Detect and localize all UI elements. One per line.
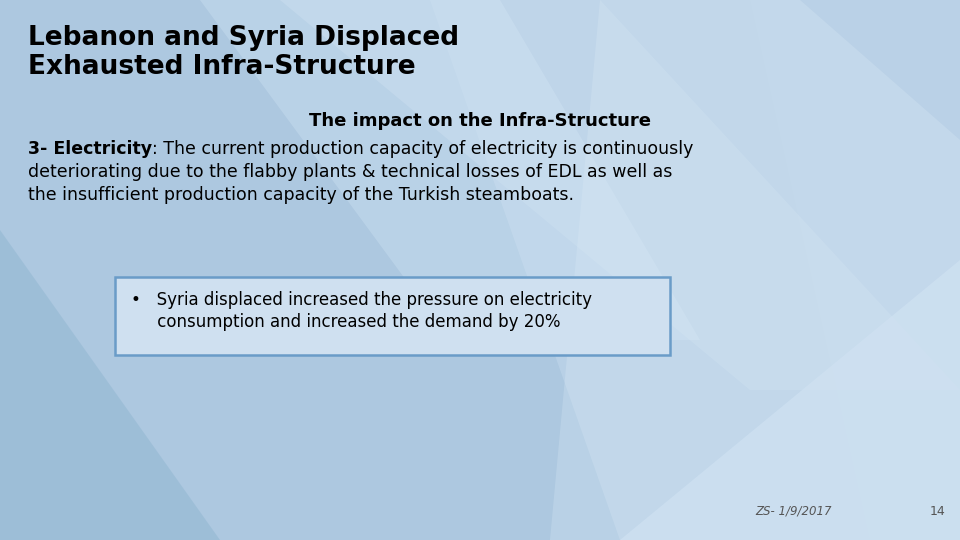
Text: 3- Electricity: 3- Electricity xyxy=(28,140,152,158)
Polygon shape xyxy=(750,0,960,540)
Text: Exhausted Infra-Structure: Exhausted Infra-Structure xyxy=(28,54,416,80)
Text: ZS- 1/9/2017: ZS- 1/9/2017 xyxy=(755,505,831,518)
Polygon shape xyxy=(0,230,220,540)
Text: Lebanon and Syria Displaced: Lebanon and Syria Displaced xyxy=(28,25,459,51)
FancyBboxPatch shape xyxy=(115,277,670,355)
Polygon shape xyxy=(430,0,960,540)
Polygon shape xyxy=(620,260,960,540)
Polygon shape xyxy=(550,0,960,540)
Text: 14: 14 xyxy=(930,505,946,518)
Text: deteriorating due to the flabby plants & technical losses of EDL as well as: deteriorating due to the flabby plants &… xyxy=(28,163,672,181)
Text: : The current production capacity of electricity is continuously: : The current production capacity of ele… xyxy=(152,140,693,158)
Text: •   Syria displaced increased the pressure on electricity: • Syria displaced increased the pressure… xyxy=(131,291,592,309)
Text: consumption and increased the demand by 20%: consumption and increased the demand by … xyxy=(131,313,561,331)
Text: the insufficient production capacity of the Turkish steamboats.: the insufficient production capacity of … xyxy=(28,186,574,204)
Polygon shape xyxy=(280,0,960,390)
Text: The impact on the Infra-Structure: The impact on the Infra-Structure xyxy=(309,112,651,130)
Polygon shape xyxy=(200,0,700,340)
